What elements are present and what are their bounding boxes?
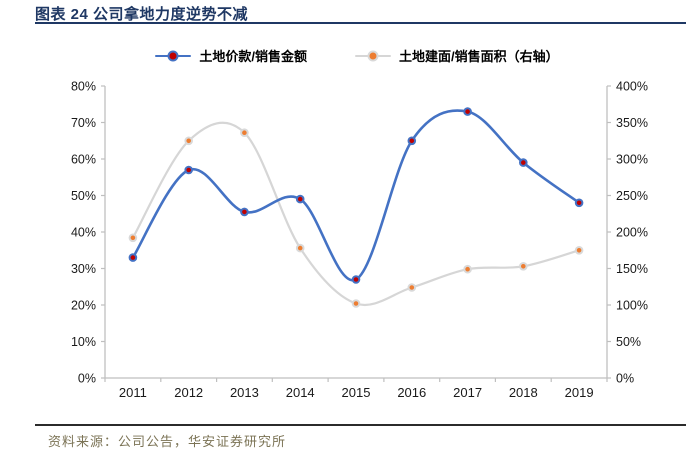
right-axis-tick-label: 250% [616,189,648,203]
series-0-data-point [240,207,249,217]
left-axis-tick-label: 40% [71,226,96,240]
left-axis-tick-label: 80% [71,80,96,94]
series-1-data-point [463,264,472,274]
series-1-data-point [184,136,193,146]
series-0-data-point [519,158,528,167]
series-1-data-point [351,299,361,308]
x-axis-tick-label: 2015 [342,385,371,400]
x-axis-tick-label: 2011 [119,385,147,400]
series-0-data-point [184,165,193,175]
series-0-data-point [351,275,361,284]
title-rule [35,22,686,24]
left-axis-tick-label: 30% [71,262,96,276]
x-axis-tick-label: 2013 [230,385,259,400]
series-1-data-point [407,283,417,292]
source-rule [35,424,686,426]
series-line-1 [131,121,581,306]
series-0-data-point [463,107,472,116]
series-1-data-point [240,128,249,137]
right-axis-tick-label: 50% [616,335,641,349]
series-1-data-point [295,243,305,253]
legend-item-land-area-ratio: 土地建面/销售面积（右轴） [355,46,559,65]
source-note: 资料来源：公司公告，华安证券研究所 [48,434,287,449]
x-axis-tick-label: 2018 [509,385,538,400]
legend-marker-gray-series [355,50,391,62]
series-0-data-point [295,194,305,204]
left-axis-tick-label: 50% [71,189,96,203]
left-axis-tick-label: 0% [78,372,96,386]
right-axis-tick-label: 350% [616,116,648,130]
legend-item-land-price-ratio: 土地价款/销售金额 [155,46,307,65]
right-axis-tick-label: 0% [616,372,634,386]
left-axis-tick-label: 20% [71,299,96,313]
series-0-data-point [574,198,584,208]
right-axis-tick-label: 100% [616,299,648,313]
series-line-0 [131,109,581,282]
series-0-data-point [407,136,417,146]
x-axis-tick-label: 2016 [397,385,426,400]
right-axis-tick-label: 200% [616,226,648,240]
chart-legend: 土地价款/销售金额 土地建面/销售面积（右轴） [0,46,688,65]
left-axis-tick-label: 10% [71,335,96,349]
x-axis-tick-label: 2012 [174,385,203,400]
left-axis-tick-label: 60% [71,153,96,167]
x-axis-tick-label: 2014 [286,385,315,400]
legend-label-land-area-ratio: 土地建面/销售面积（右轴） [399,49,559,64]
right-axis-tick-label: 150% [616,262,648,276]
series-1-data-point [128,233,138,243]
series-1-data-point [574,246,584,255]
x-axis-tick-label: 2017 [453,385,482,400]
left-axis-tick-label: 70% [71,116,96,130]
series-1-data-point [519,262,528,271]
figure-title: 图表 24 公司拿地力度逆势不减 [35,6,249,23]
x-axis-tick-label: 2019 [565,385,594,400]
legend-label-land-price-ratio: 土地价款/销售金额 [199,49,307,64]
right-axis-tick-label: 400% [616,80,648,94]
series-0-data-point [128,253,138,262]
right-axis-tick-label: 300% [616,153,648,167]
legend-marker-blue-series [155,50,192,62]
